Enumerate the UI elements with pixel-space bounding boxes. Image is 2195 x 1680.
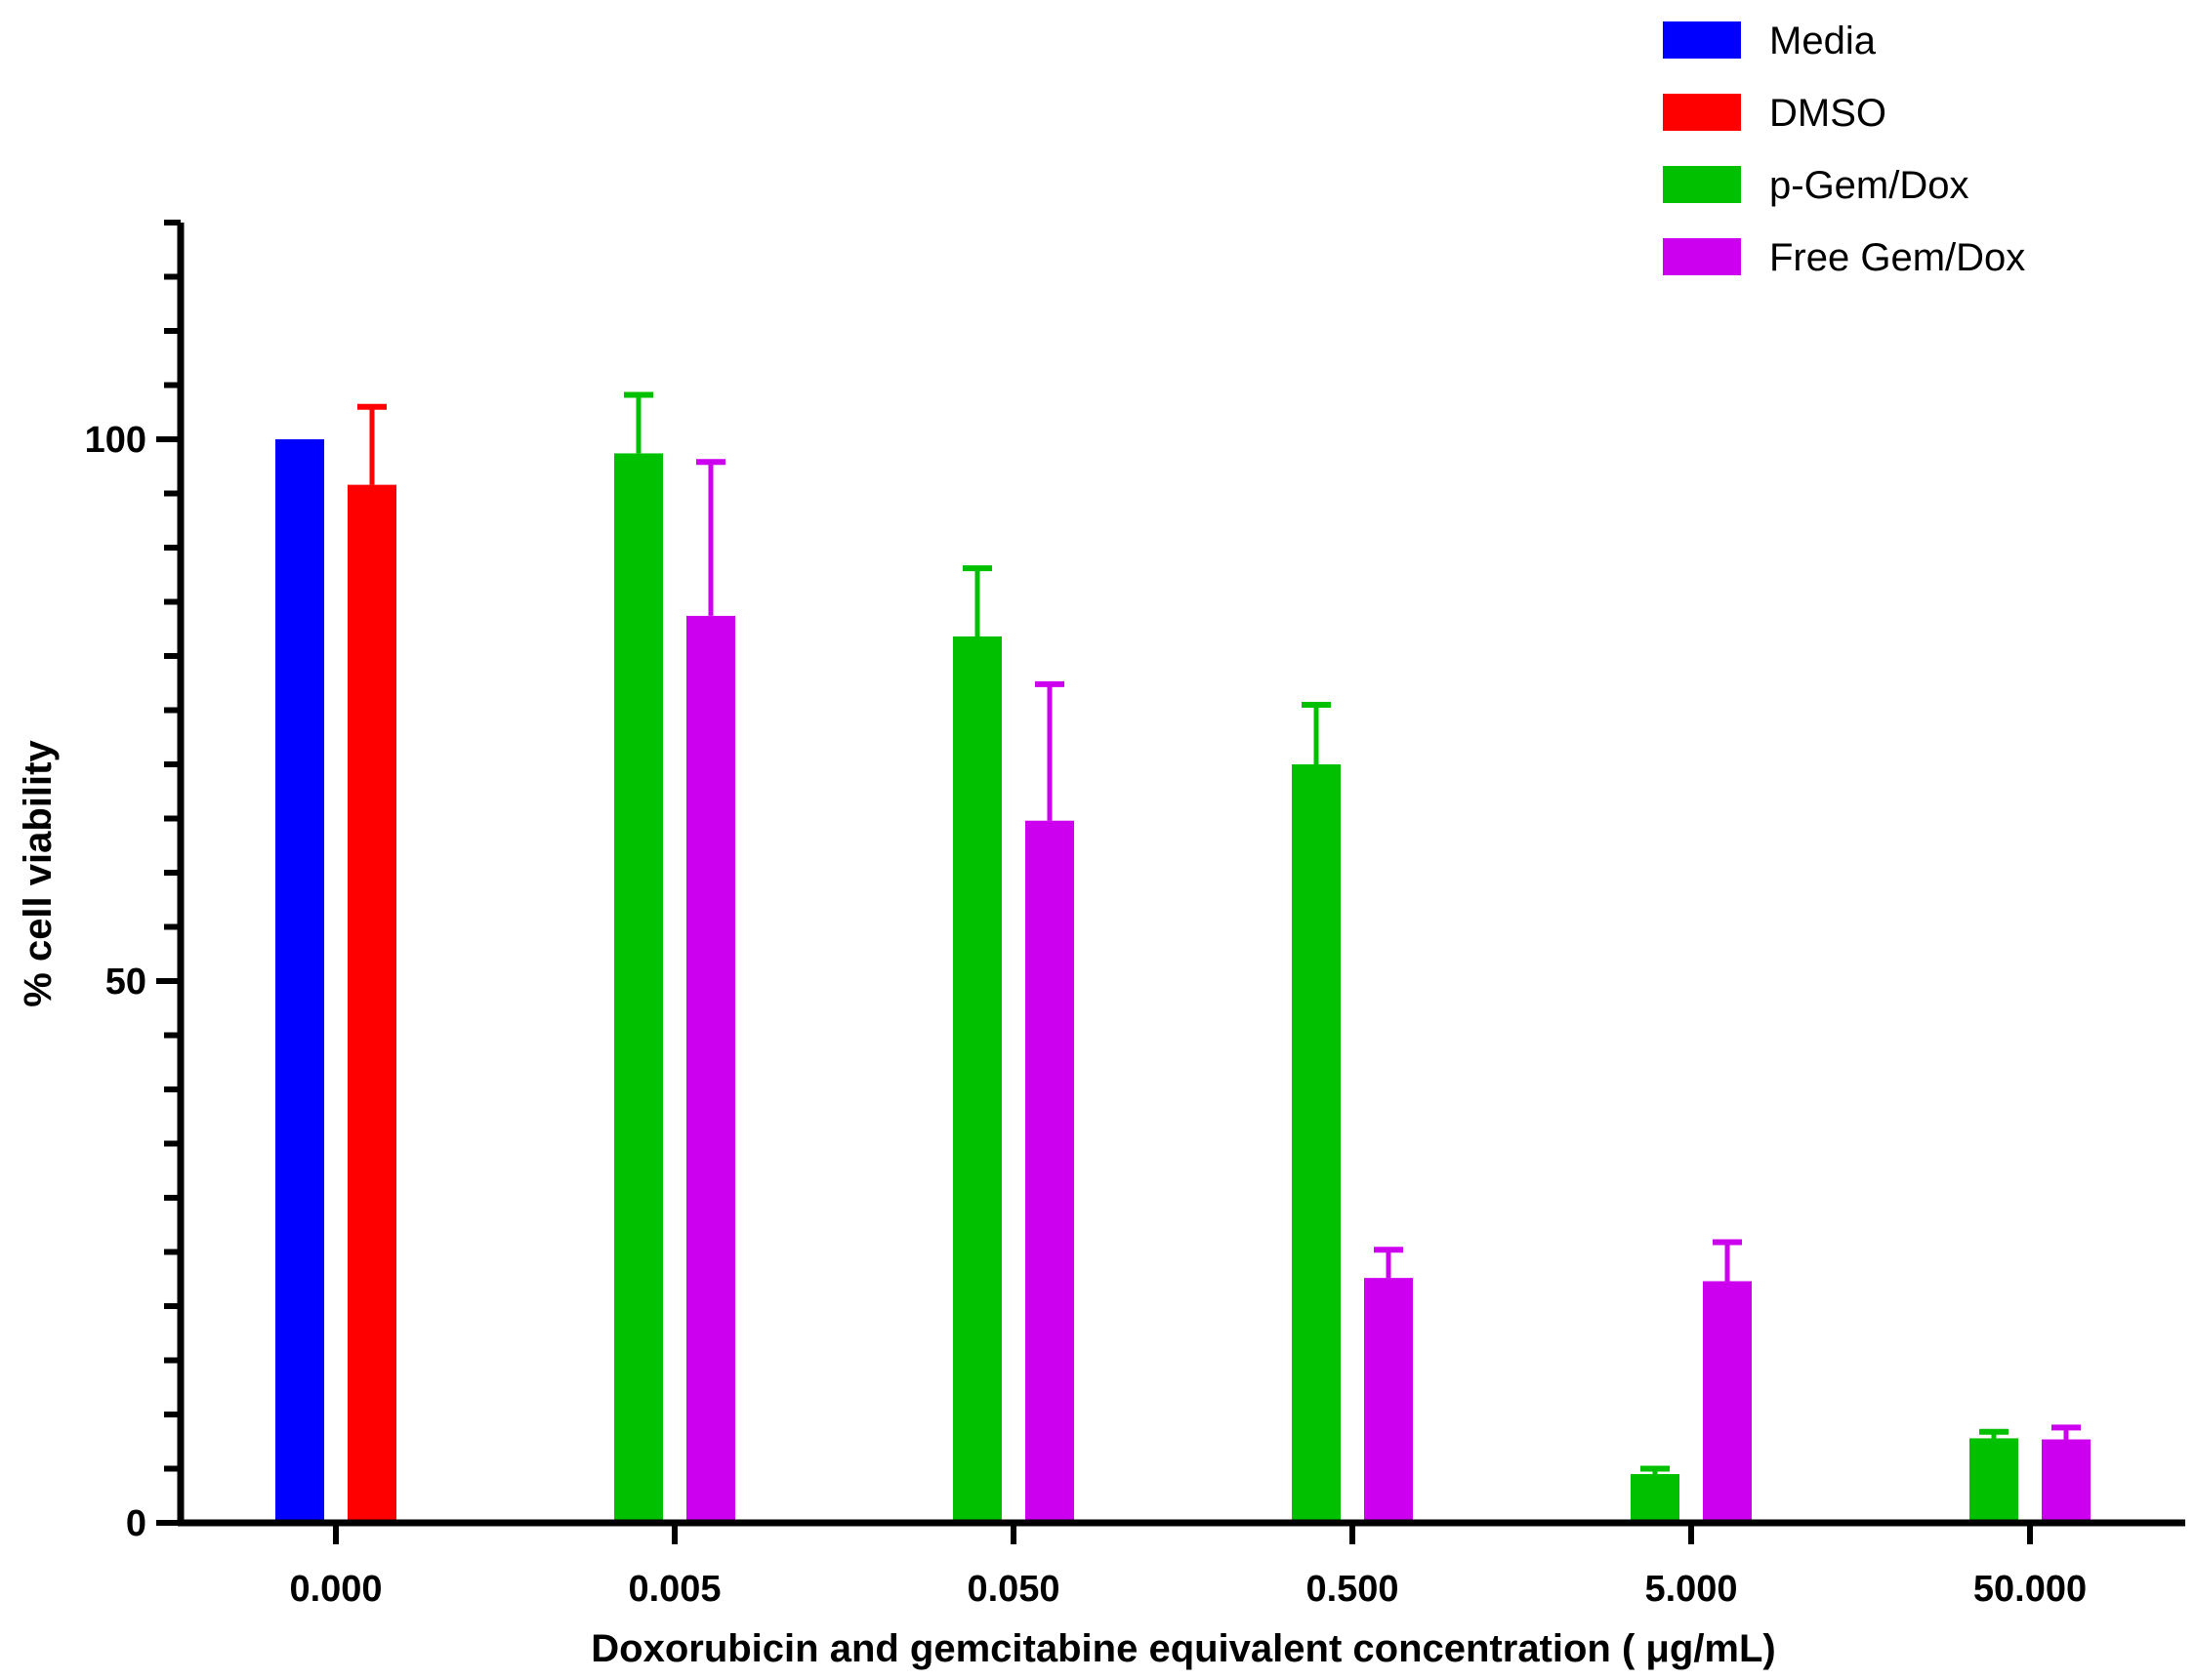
ticks-layer: 0 50 100 0.000 0.005 0.050 0.500 5.000 50.000 xyxy=(85,220,2087,1610)
bar-media xyxy=(275,439,324,1523)
bar-free-gem-dox xyxy=(1364,1278,1413,1523)
x-tick-label: 0.000 xyxy=(289,1569,382,1610)
legend-swatch xyxy=(1663,21,1741,59)
axes-layer xyxy=(177,223,2185,1527)
bar-free-gem-dox xyxy=(1025,820,1074,1523)
y-tick-label: 100 xyxy=(85,420,146,461)
y-axis-title: % cell viability xyxy=(17,740,60,1007)
x-tick-label: 50.000 xyxy=(1973,1569,2087,1610)
x-tick-label: 0.500 xyxy=(1305,1569,1398,1610)
x-tick-label: 0.005 xyxy=(628,1569,721,1610)
x-tick-label: 5.000 xyxy=(1644,1569,1737,1610)
bar-p-gem-dox xyxy=(1292,764,1341,1523)
x-axis-title: Doxorubicin and gemcitabine equivalent c… xyxy=(591,1627,1776,1670)
bar-free-gem-dox xyxy=(2042,1439,2091,1523)
bar-free-gem-dox xyxy=(1703,1281,1752,1523)
legend-swatch xyxy=(1663,166,1741,203)
bar-p-gem-dox xyxy=(953,636,1002,1523)
legend-label: p-Gem/Dox xyxy=(1769,164,1969,207)
bars-layer xyxy=(275,391,2091,1524)
legend-swatch xyxy=(1663,238,1741,275)
bar-p-gem-dox xyxy=(614,453,663,1524)
y-tick-label: 50 xyxy=(105,962,146,1003)
y-tick-label: 0 xyxy=(126,1503,146,1544)
legend: Media DMSO p-Gem/Dox Free Gem/Dox xyxy=(1663,20,2025,279)
bar-dmso xyxy=(348,484,396,1523)
legend-label: Free Gem/Dox xyxy=(1769,236,2025,279)
legend-swatch xyxy=(1663,94,1741,131)
legend-label: Media xyxy=(1769,20,1877,62)
bar-free-gem-dox xyxy=(686,615,735,1523)
bar-p-gem-dox xyxy=(1969,1438,2018,1523)
x-tick-label: 0.050 xyxy=(967,1569,1059,1610)
legend-label: DMSO xyxy=(1769,92,1886,135)
bar-p-gem-dox xyxy=(1631,1474,1679,1523)
